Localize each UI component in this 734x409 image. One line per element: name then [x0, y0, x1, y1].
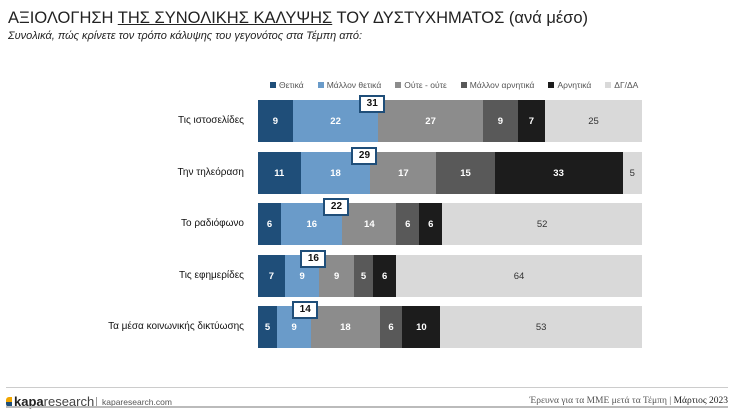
bar-row: Τα μέσα κοινωνικής δικτύωσης 5 9 18 6 10 53 14	[0, 301, 734, 348]
bar-segment: 10	[402, 306, 441, 348]
stacked-bar: 9 22 27 9 7 25	[258, 100, 642, 142]
bar-segment: 33	[494, 152, 623, 194]
legend-swatch	[460, 82, 467, 88]
legend-swatch	[270, 82, 276, 88]
bar-segment: 52	[442, 203, 642, 245]
bar-segment: 18	[311, 306, 380, 348]
chart-legend: Θετικά Μάλλον θετικά Ούτε - ούτε Μάλλον αρν…	[270, 80, 638, 90]
stacked-bar: 5 9 18 6 10 53	[258, 306, 642, 348]
bar-segment: 6	[396, 203, 420, 245]
positive-total-callout: 31	[359, 95, 386, 113]
legend-swatch	[395, 82, 402, 88]
stacked-bar: 6 16 14 6 6 52	[258, 203, 642, 245]
bar-segment: 25	[545, 100, 642, 142]
legend-item: ΔΓ/ΔΑ	[605, 80, 638, 90]
bar-segment: 5	[353, 255, 374, 297]
bar-segment: 53	[440, 306, 642, 348]
bar-segment: 6	[379, 306, 403, 348]
bar-segment: 5	[622, 152, 642, 194]
positive-total-callout: 29	[351, 147, 378, 165]
bar-segment: 27	[378, 100, 483, 142]
bar-segment: 9	[482, 100, 518, 142]
legend-swatch	[317, 82, 324, 88]
footer-divider	[6, 387, 728, 388]
bar-segment: 14	[342, 203, 397, 245]
bar-segment: 6	[258, 203, 282, 245]
legend-item: Μάλλον θετικά	[317, 80, 382, 90]
legend-item: Θετικά	[270, 80, 304, 90]
bar-segment: 9	[258, 100, 293, 142]
footer-bottom-rule	[6, 406, 728, 408]
positive-total-callout: 16	[300, 250, 327, 268]
bar-segment: 5	[258, 306, 277, 348]
bar-segment: 7	[258, 255, 285, 297]
bar-row: Την τηλεόραση 11 18 17 15 33 5 29	[0, 147, 734, 194]
legend-item: Μάλλον αρνητικά	[460, 80, 535, 90]
legend-item: Αρνητικά	[548, 80, 591, 90]
positive-total-callout: 14	[292, 301, 319, 319]
bar-segment: 6	[373, 255, 397, 297]
legend-swatch	[548, 82, 555, 88]
bar-row: Το ραδιόφωνο 6 16 14 6 6 52 22	[0, 198, 734, 245]
category-label: Τις εφημερίδες	[178, 270, 244, 281]
kapa-research-logo: kapa research	[6, 394, 94, 409]
legend-label: ΔΓ/ΔΑ	[614, 80, 639, 90]
website-link: kaparesearch.com	[96, 397, 172, 407]
bar-segment: 7	[517, 100, 545, 142]
bar-segment: 64	[396, 255, 642, 297]
legend-label: Μάλλον θετικά	[326, 80, 382, 90]
legend-swatch	[605, 82, 612, 88]
bar-segment: 6	[419, 203, 443, 245]
legend-label: Θετικά	[279, 80, 304, 90]
legend-label: Μάλλον αρνητικά	[469, 80, 535, 90]
page-title: ΑΞΙΟΛΟΓΗΣΗ ΤΗΣ ΣΥΝΟΛΙΚΗΣ ΚΑΛΥΨΗΣ ΤΟΥ ΔΥΣ…	[8, 9, 589, 27]
bar-segment: 11	[258, 152, 301, 194]
bar-row: Τις εφημερίδες 7 9 9 5 6 64 16	[0, 250, 734, 297]
positive-total-callout: 22	[323, 198, 350, 216]
category-label: Το ραδιόφωνο	[180, 218, 244, 229]
legend-item: Ούτε - ούτε	[395, 80, 447, 90]
bar-segment: 17	[370, 152, 437, 194]
bar-segment: 15	[436, 152, 495, 194]
legend-label: Αρνητικά	[557, 80, 592, 90]
legend-label: Ούτε - ούτε	[404, 80, 447, 90]
category-label: Τις ιστοσελίδες	[177, 115, 244, 126]
bar-row: Τις ιστοσελίδες 9 22 27 9 7 25 31	[0, 95, 734, 142]
page-subtitle: Συνολικά, πώς κρίνετε τον τρόπο κάλυψης …	[8, 30, 363, 42]
footer-caption: Έρευνα για τα ΜΜΕ μετά τα Τέμπη | Μάρτιο…	[529, 396, 728, 406]
stacked-bar: 11 18 17 15 33 5	[258, 152, 642, 194]
category-label: Τα μέσα κοινωνικής δικτύωσης	[108, 321, 244, 332]
stacked-bar: 7 9 9 5 6 64	[258, 255, 642, 297]
category-label: Την τηλεόραση	[177, 167, 244, 178]
